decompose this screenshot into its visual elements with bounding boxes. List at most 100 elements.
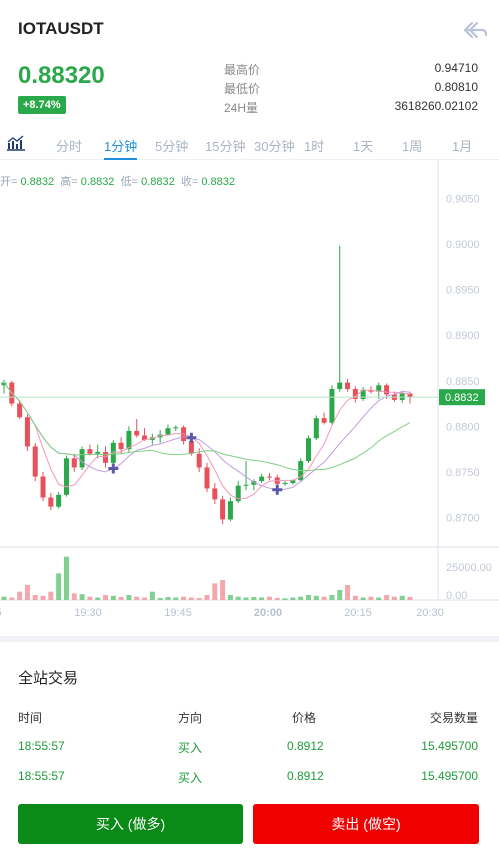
candle-body — [40, 476, 46, 498]
indicator-chart-icon[interactable] — [6, 134, 26, 152]
candle-body — [134, 430, 140, 436]
x-tick-label: 19:15 — [0, 607, 2, 619]
candle-body — [306, 438, 311, 462]
candle-body — [282, 482, 288, 484]
trade-row-price: 0.8912 — [287, 739, 324, 753]
candlestick-chart[interactable]: 0.9050 0.9000 0.8950 0.8900 0.8850 0.8800 0.87… — [0, 160, 499, 630]
volume-bar — [306, 595, 311, 600]
volume-bar — [17, 591, 23, 600]
volume-bar — [188, 597, 194, 600]
candle-body — [251, 481, 257, 485]
volume-bar — [266, 596, 272, 600]
candle-body — [63, 458, 69, 495]
candle-body — [24, 417, 30, 447]
volume-bar — [9, 597, 15, 600]
volume-bar — [298, 596, 304, 600]
y-tick-label: 0.8950 — [446, 285, 480, 297]
candle-body — [142, 435, 148, 441]
tab-5min[interactable]: 5分钟 — [155, 139, 189, 154]
candle-body — [290, 480, 296, 483]
tab-1min[interactable]: 1分钟 — [104, 136, 138, 160]
last-price-label: 0.8832 — [445, 392, 479, 404]
candle-body — [329, 388, 335, 423]
volume-bar — [173, 597, 179, 600]
stat-low-value: 0.80810 — [434, 80, 478, 94]
candle-body — [243, 484, 249, 486]
volume-bar — [63, 556, 69, 600]
candle-body — [313, 418, 319, 439]
volume-bar — [103, 595, 108, 600]
trades-header-direction: 方向 — [178, 711, 203, 725]
candle-body — [173, 427, 179, 429]
candle-body — [17, 403, 23, 418]
candle-body — [126, 430, 132, 450]
volume-bar — [48, 591, 54, 600]
volume-bar — [391, 596, 397, 600]
tab-1month[interactable]: 1月 — [452, 139, 473, 154]
volume-bar — [243, 597, 249, 600]
volume-bar — [352, 595, 358, 600]
back-arrow-icon[interactable] — [462, 20, 488, 40]
volume-bar — [235, 596, 241, 600]
x-tick-label: 20:15 — [344, 607, 372, 619]
volume-bar — [79, 594, 85, 600]
volume-bar — [24, 585, 30, 600]
candle-body — [227, 501, 233, 520]
volume-bar — [282, 598, 288, 600]
volume-tick-label: 0.00 — [446, 590, 467, 602]
ohlc-high-label: 高= — [60, 176, 78, 188]
tab-1hour[interactable]: 1时 — [304, 139, 325, 154]
x-tick-label: 20:30 — [416, 607, 444, 619]
volume-bar — [329, 595, 335, 600]
candle-body — [196, 453, 202, 468]
candle-body — [165, 428, 171, 435]
tab-1week[interactable]: 1周 — [402, 139, 423, 154]
volume-bar — [1, 596, 7, 600]
candle-body — [188, 440, 194, 454]
volume-bar — [376, 597, 382, 600]
candle-body — [95, 451, 101, 454]
volume-bar — [149, 591, 155, 600]
tab-1day[interactable]: 1天 — [353, 139, 374, 154]
volume-bar — [384, 595, 390, 600]
ohlc-low-label: 低= — [120, 176, 138, 188]
y-tick-label: 0.8900 — [446, 330, 480, 342]
trade-row-amount: 15.495700 — [421, 739, 478, 753]
tab-30min[interactable]: 30分钟 — [254, 139, 295, 154]
volume-bar — [399, 595, 405, 600]
candle-body — [266, 476, 272, 478]
interval-tabs: 分时 1分钟 5分钟 15分钟 30分钟 1时 1天 1周 1月 — [0, 128, 499, 160]
volume-bar — [40, 595, 46, 600]
volume-bar — [407, 597, 413, 600]
change-badge: +8.74% — [18, 96, 66, 114]
volume-bar — [337, 590, 343, 600]
candle-body — [87, 449, 93, 454]
ma-cross-marker — [186, 432, 197, 443]
candle-body — [352, 388, 358, 399]
trade-row-direction: 买入 — [178, 771, 203, 785]
y-tick-label: 0.8800 — [446, 421, 480, 433]
candle-body — [32, 446, 38, 477]
y-tick-label: 0.8700 — [446, 513, 480, 525]
volume-bar — [368, 596, 374, 600]
last-price-tag — [439, 389, 485, 406]
trades-title: 全站交易 — [18, 670, 79, 687]
candle-body — [337, 382, 343, 389]
buy-long-button[interactable]: 买入 (做多) — [18, 804, 243, 844]
volume-bar — [118, 597, 124, 600]
volume-bar — [290, 597, 296, 600]
candle-body — [204, 467, 210, 489]
trade-row-time: 18:55:57 — [18, 769, 65, 783]
volume-bar — [204, 595, 210, 600]
ohlc-high-value: 0.8832 — [80, 176, 115, 188]
stat-volume-value: 3618260.02102 — [394, 99, 478, 113]
volume-bar — [345, 585, 351, 600]
volume-bar — [134, 596, 140, 600]
ohlc-close-value: 0.8832 — [201, 176, 235, 188]
sell-short-button[interactable]: 卖出 (做空) — [253, 804, 479, 844]
tab-timeline[interactable]: 分时 — [56, 139, 83, 154]
trades-header-amount: 交易数量 — [429, 711, 478, 725]
tab-15min[interactable]: 15分钟 — [205, 139, 246, 154]
volume-bar — [181, 596, 187, 600]
volume-bar — [95, 597, 101, 600]
